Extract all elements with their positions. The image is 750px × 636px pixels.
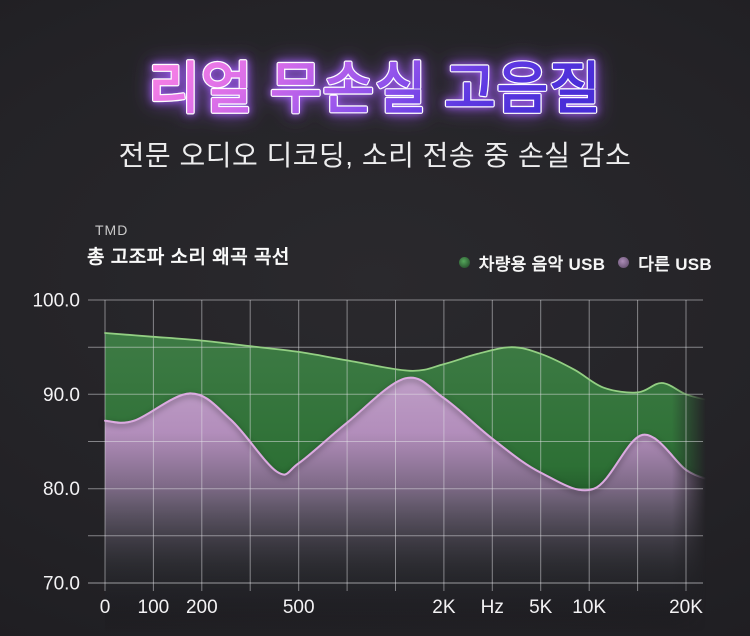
x-axis-tick: 200 [186, 597, 218, 618]
chart-curves [104, 332, 709, 492]
chart-title: 총 고조파 소리 왜곡 곡선 [87, 247, 290, 268]
legend-label-other-usb: 다른 USB [638, 255, 712, 274]
x-axis-tick: 10K [572, 597, 606, 618]
x-axis-tick: 20K [669, 597, 703, 618]
x-axis-tick: Hz [481, 597, 504, 618]
y-axis-tick: 100.0 [32, 291, 80, 312]
chart-axis-labels: 100.0 90.0 80.0 70.0 0 100 200 500 2K Hz 5K 10K 20K [32, 291, 703, 619]
series-line-1 [104, 376, 709, 492]
x-axis-tick: 100 [138, 597, 170, 618]
x-axis-tick: 5K [529, 597, 553, 618]
main-title-graphic: 리얼 무손실 고음질 [147, 56, 602, 121]
chart-tag-label: TMD [95, 222, 129, 238]
legend-item-car-usb: 차량용 음악 USB [458, 250, 606, 275]
series-area-1 [105, 377, 708, 632]
chart-legend: 차량용 음악 USB 다른 USB [458, 250, 712, 275]
chart-grid [88, 299, 703, 591]
x-axis-tick: 0 [100, 597, 111, 618]
main-title: 리얼 무손실 고음질 [148, 57, 601, 120]
y-axis-tick: 80.0 [43, 479, 80, 500]
legend-label-car-usb: 차량용 음악 USB [478, 255, 606, 274]
y-axis-tick: 90.0 [43, 385, 80, 406]
chart-areas [105, 333, 708, 632]
subtitle: 전문 오디오 디코딩, 소리 전송 중 손실 감소 [118, 140, 632, 171]
y-axis-tick: 70.0 [43, 574, 80, 595]
legend-item-other-usb: 다른 USB [618, 250, 712, 275]
series-line-0 [104, 332, 709, 401]
x-axis-tick: 2K [432, 597, 456, 618]
x-axis-tick: 500 [283, 597, 315, 618]
legend-dot-purple-icon [618, 257, 630, 268]
legend-dot-green-icon [458, 257, 470, 268]
thd-chart: 100.0 90.0 80.0 70.0 0 100 200 500 2K Hz 5K 10K 20K [32, 291, 709, 632]
